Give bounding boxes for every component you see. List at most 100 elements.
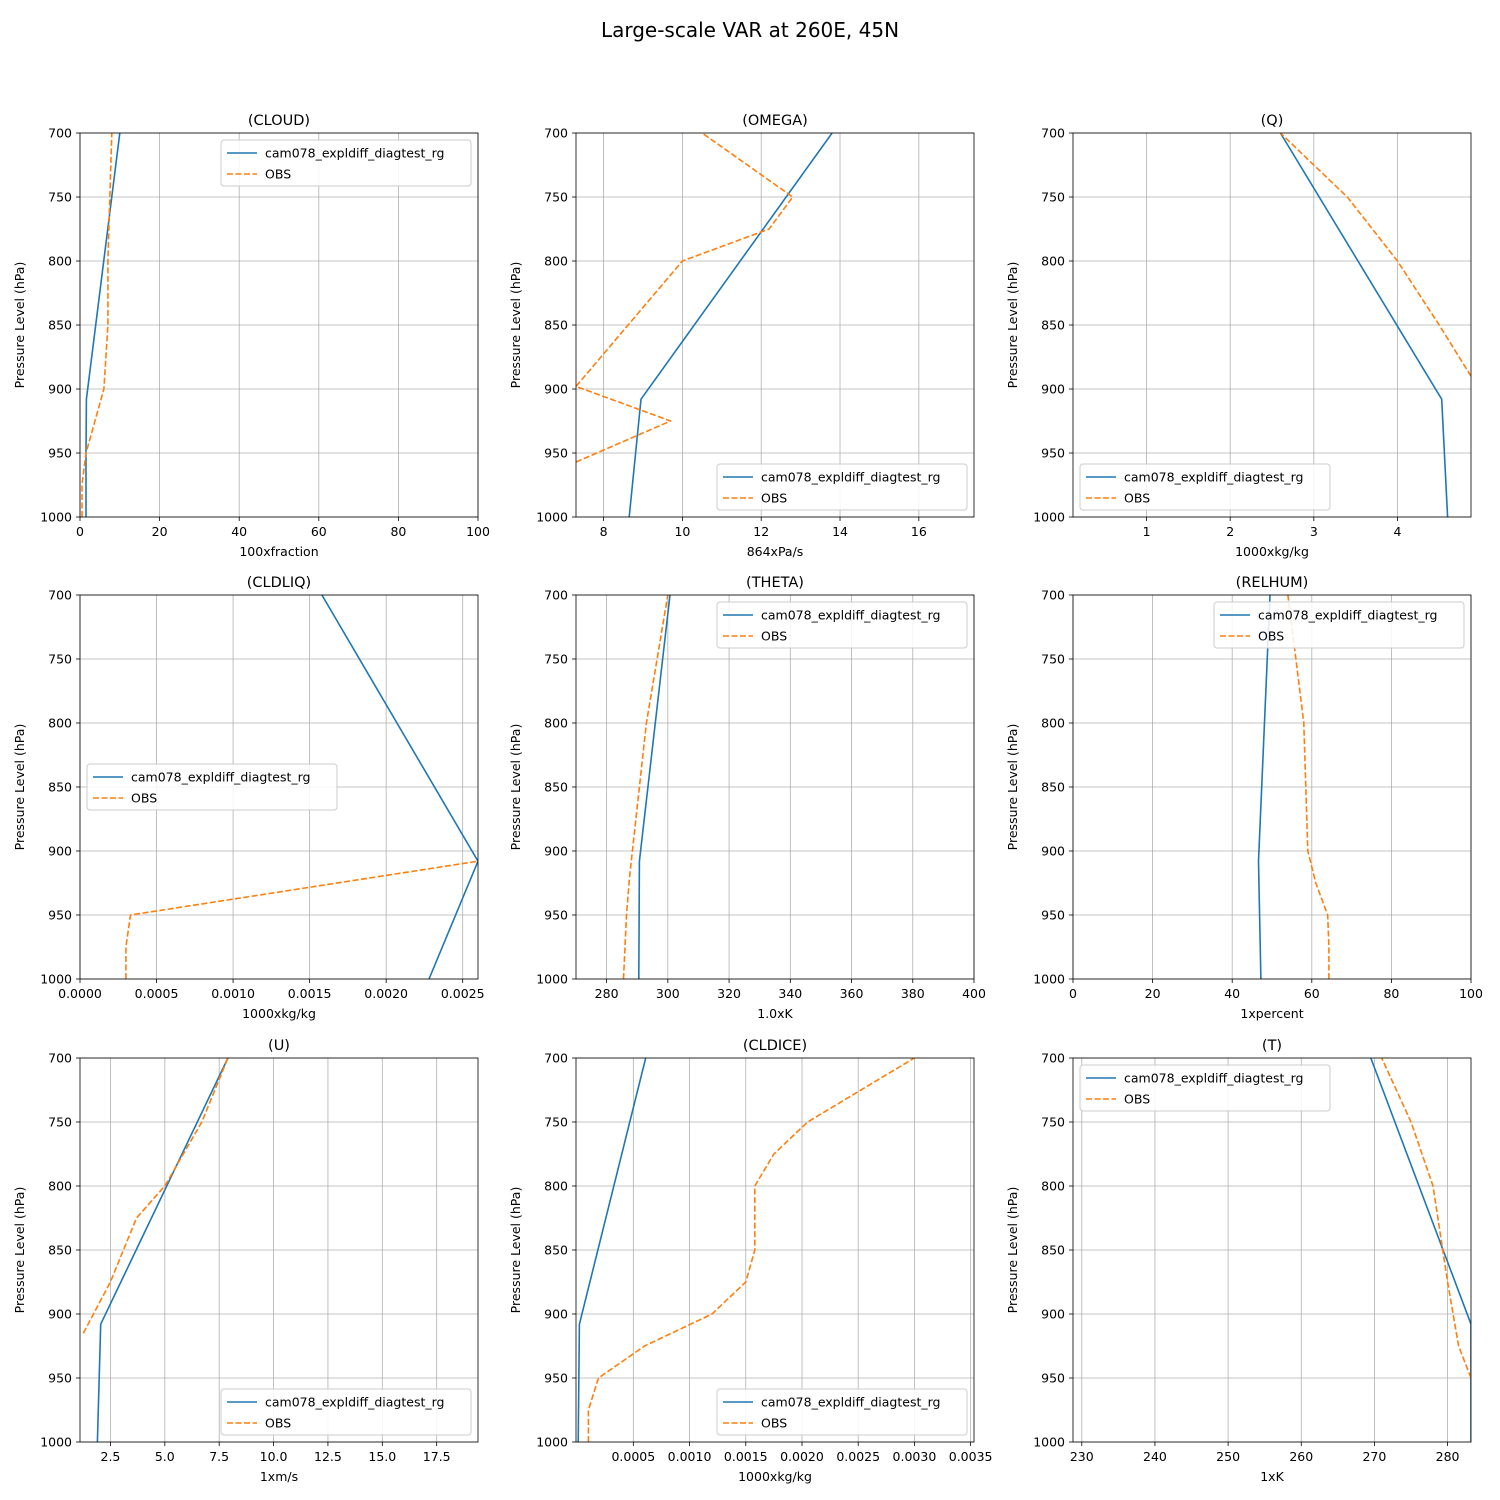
x-tick-label: 0 xyxy=(76,524,84,539)
legend: cam078_expldiff_diagtest_rg OBS xyxy=(220,1388,472,1436)
y-tick-label: 800 xyxy=(544,716,568,731)
y-tick-label: 1000 xyxy=(536,510,568,525)
x-tick-label: 12 xyxy=(753,524,769,539)
figure-title: Large-scale VAR at 260E, 45N xyxy=(601,18,899,42)
x-tick-label: 14 xyxy=(832,524,848,539)
panel-u: 2.5 5.0 7.5 10.0 12.5 15.0 17.5 700 750 800 850 900… xyxy=(12,1038,479,1484)
series-group xyxy=(125,595,478,979)
x-tick-label: 260 xyxy=(1289,1449,1313,1464)
x-tick-label: 0.0010 xyxy=(668,1449,712,1464)
x-tick-label: 280 xyxy=(595,986,619,1001)
y-tick-label: 950 xyxy=(1041,1371,1065,1386)
x-tick-label: 340 xyxy=(778,986,802,1001)
y-tick-label: 850 xyxy=(48,318,72,333)
legend-box xyxy=(220,139,472,187)
y-tick-label: 800 xyxy=(1041,716,1065,731)
legend-label-model: cam078_expldiff_diagtest_rg xyxy=(761,470,940,485)
panel-title: (U) xyxy=(268,1038,290,1054)
x-tick-label: 100 xyxy=(1459,986,1483,1001)
y-tick-label: 700 xyxy=(48,588,72,603)
legend-label-model: cam078_expldiff_diagtest_rg xyxy=(1124,1071,1303,1086)
x-tick-label: 0.0005 xyxy=(135,986,179,1001)
y-tick-label: 850 xyxy=(544,1243,568,1258)
series-line-model xyxy=(96,1058,229,1442)
y-tick-label: 750 xyxy=(544,1115,568,1130)
legend-label-model: cam078_expldiff_diagtest_rg xyxy=(1124,470,1303,485)
legend-box xyxy=(1213,601,1465,649)
y-axis-label: Pressure Level (hPa) xyxy=(508,724,523,851)
x-tick-label: 0.0020 xyxy=(364,986,408,1001)
legend: cam078_expldiff_diagtest_rg OBS xyxy=(716,601,968,649)
legend: cam078_expldiff_diagtest_rg OBS xyxy=(716,1388,968,1436)
x-tick-label: 2 xyxy=(1226,524,1234,539)
panel-relhum: 0 20 40 60 80 100 700 750 800 850 900 950 1000 (RELHU… xyxy=(1005,575,1483,1021)
x-tick-label: 80 xyxy=(1383,986,1399,1001)
series-line-model xyxy=(577,1058,647,1442)
y-tick-label: 950 xyxy=(544,1371,568,1386)
y-tick-label: 950 xyxy=(48,1371,72,1386)
legend-label-obs: OBS xyxy=(761,491,787,506)
y-tick-label: 700 xyxy=(48,126,72,141)
x-tick-label: 80 xyxy=(390,524,406,539)
legend-label-model: cam078_expldiff_diagtest_rg xyxy=(761,608,940,623)
x-tick-label: 0 xyxy=(1069,986,1077,1001)
x-axis-label: 1xm/s xyxy=(260,1469,298,1484)
panel-title: (OMEGA) xyxy=(742,113,808,129)
series-line-obs xyxy=(82,1058,229,1334)
legend-label-model: cam078_expldiff_diagtest_rg xyxy=(131,770,310,785)
x-tick-label: 60 xyxy=(311,524,327,539)
x-tick-label: 0.0020 xyxy=(780,1449,824,1464)
series-line-model xyxy=(1279,133,1449,517)
y-tick-label: 750 xyxy=(1041,652,1065,667)
y-tick-label: 900 xyxy=(48,1307,72,1322)
y-tick-label: 850 xyxy=(544,780,568,795)
y-tick-label: 700 xyxy=(1041,1051,1065,1066)
y-tick-label: 900 xyxy=(544,844,568,859)
legend-label-model: cam078_expldiff_diagtest_rg xyxy=(265,1395,444,1410)
y-tick-label: 950 xyxy=(48,908,72,923)
legend: cam078_expldiff_diagtest_rg OBS xyxy=(86,763,338,811)
y-tick-label: 1000 xyxy=(1033,510,1065,525)
panel-theta: 280 300 320 340 360 380 400 700 750 800 850 900 950 1… xyxy=(508,575,986,1021)
legend: cam078_expldiff_diagtest_rg OBS xyxy=(716,463,968,511)
legend: cam078_expldiff_diagtest_rg OBS xyxy=(1079,463,1331,511)
legend: cam078_expldiff_diagtest_rg OBS xyxy=(220,139,472,187)
y-tick-label: 800 xyxy=(48,254,72,269)
y-tick-label: 1000 xyxy=(1033,972,1065,987)
y-axis-label: Pressure Level (hPa) xyxy=(1005,262,1020,389)
y-tick-label: 750 xyxy=(48,190,72,205)
series-line-obs xyxy=(587,1058,915,1442)
y-tick-label: 800 xyxy=(544,1179,568,1194)
y-tick-label: 700 xyxy=(544,588,568,603)
legend-box xyxy=(716,1388,968,1436)
x-axis-label: 1000xkg/kg xyxy=(738,1469,812,1484)
y-tick-label: 1000 xyxy=(536,1435,568,1450)
x-axis-label: 1xpercent xyxy=(1240,1006,1303,1021)
panel-cldice: 0.0005 0.0010 0.0015 0.0020 0.0025 0.0030 0.00… xyxy=(508,1038,993,1484)
legend-box xyxy=(1079,463,1331,511)
x-tick-label: 17.5 xyxy=(423,1449,451,1464)
x-tick-label: 8 xyxy=(600,524,608,539)
legend-label-model: cam078_expldiff_diagtest_rg xyxy=(265,146,444,161)
y-tick-label: 850 xyxy=(1041,780,1065,795)
x-tick-label: 20 xyxy=(152,524,168,539)
y-tick-label: 800 xyxy=(48,1179,72,1194)
x-tick-label: 270 xyxy=(1362,1449,1386,1464)
y-tick-label: 950 xyxy=(1041,908,1065,923)
y-tick-label: 750 xyxy=(1041,190,1065,205)
x-axis-label: 100xfraction xyxy=(239,544,318,559)
x-tick-label: 0.0025 xyxy=(836,1449,880,1464)
series-line-model xyxy=(1257,595,1271,979)
legend-label-obs: OBS xyxy=(761,629,787,644)
x-tick-label: 5.0 xyxy=(155,1449,175,1464)
y-axis-label: Pressure Level (hPa) xyxy=(12,724,27,851)
series-line-obs xyxy=(1279,133,1471,377)
series-line-obs xyxy=(622,595,669,979)
panel-q: 1 2 3 4 700 750 800 850 900 950 1000 (Q) 1000xkg/kg P… xyxy=(1005,113,1472,559)
x-tick-label: 0.0015 xyxy=(724,1449,768,1464)
y-axis-label: Pressure Level (hPa) xyxy=(12,1187,27,1314)
legend: cam078_expldiff_diagtest_rg OBS xyxy=(1079,1064,1331,1112)
series-group xyxy=(81,133,121,517)
x-tick-label: 280 xyxy=(1436,1449,1460,1464)
